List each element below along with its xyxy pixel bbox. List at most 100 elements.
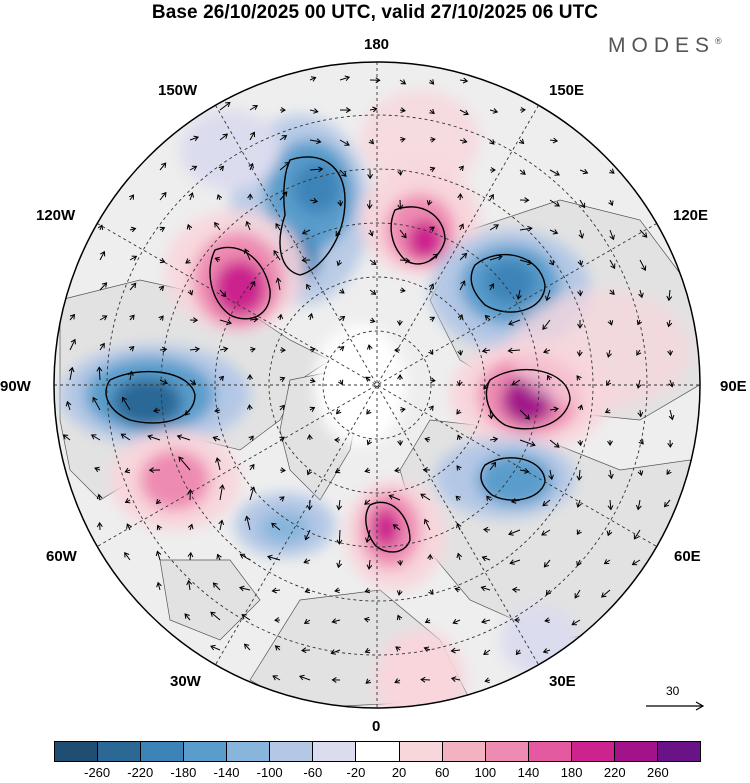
- wind-vector: [424, 647, 431, 651]
- wind-vector-head: [186, 223, 193, 230]
- wind-vector-head: [497, 254, 503, 261]
- wind-vector-head: [245, 220, 251, 227]
- wind-vector-head: [335, 230, 341, 237]
- wind-vector-head: [279, 436, 285, 442]
- wind-vector: [459, 280, 466, 291]
- wind-vector-head: [244, 248, 250, 254]
- wind-vector: [669, 379, 673, 387]
- wind-vector-head: [368, 231, 374, 237]
- wind-vector-head: [607, 320, 614, 326]
- wind-vector: [279, 135, 287, 141]
- wind-vector-head: [97, 224, 104, 230]
- wind-vector: [277, 278, 281, 291]
- colorbar-segment: [183, 742, 227, 761]
- wind-vector-head: [610, 263, 616, 270]
- wind-vector-head: [214, 221, 220, 228]
- wind-vector: [399, 199, 401, 209]
- wind-vector: [457, 553, 461, 561]
- wind-vector-head: [128, 345, 135, 352]
- wind-vector-head: [456, 522, 462, 529]
- wind-vector-head: [130, 226, 137, 233]
- wind-vector: [451, 649, 461, 652]
- wind-vector-head: [428, 589, 434, 595]
- wind-vector-head: [571, 620, 577, 626]
- wind-vector-head: [484, 314, 491, 321]
- wind-vector-head: [668, 414, 675, 421]
- wind-vector-head: [284, 161, 290, 168]
- wind-vector-head: [129, 194, 135, 200]
- wind-vector: [219, 289, 227, 297]
- wind-vector: [489, 224, 499, 231]
- wind-vector: [219, 348, 228, 351]
- wind-vector-head: [303, 558, 309, 564]
- wind-vector-head: [301, 229, 308, 235]
- wind-vector-head: [247, 374, 253, 380]
- wind-vector-head: [330, 649, 336, 655]
- wind-vector: [126, 523, 131, 531]
- wind-vector: [189, 524, 193, 531]
- wind-vector-head: [299, 674, 305, 681]
- wind-vector-head: [666, 469, 672, 475]
- wind-vector-head: [420, 493, 426, 499]
- wind-vector: [609, 289, 615, 295]
- colorbar-segment: [613, 742, 657, 761]
- wind-vector: [309, 199, 318, 202]
- wind-vector-head: [277, 313, 284, 320]
- wind-vector-head: [365, 678, 371, 684]
- wind-vector: [339, 199, 342, 206]
- wind-vector: [508, 529, 521, 535]
- wind-vector-head: [241, 614, 247, 620]
- wind-vector: [306, 284, 311, 291]
- wind-vector-head: [455, 495, 461, 502]
- wind-vector-head: [371, 259, 377, 265]
- wind-vector-head: [552, 137, 559, 144]
- wind-vector: [549, 139, 558, 142]
- wind-vector-head: [185, 258, 191, 264]
- wind-vector: [519, 409, 530, 420]
- wind-vector-head: [366, 344, 373, 350]
- wind-vector-head: [456, 409, 462, 415]
- wind-vector: [159, 192, 167, 201]
- wind-vector: [399, 229, 407, 239]
- wind-vector: [98, 367, 101, 381]
- wind-vector: [63, 434, 71, 441]
- wind-vector-head: [600, 592, 607, 598]
- wind-vector-head: [96, 521, 103, 528]
- wind-vector: [576, 559, 581, 566]
- wind-vector-head: [607, 505, 614, 511]
- wind-vector-head: [554, 170, 560, 176]
- wind-vector-head: [492, 108, 499, 114]
- wind-vector: [69, 314, 75, 321]
- wind-vector: [210, 645, 221, 651]
- wind-vector-head: [549, 260, 555, 266]
- wind-vector-head: [239, 553, 246, 559]
- wind-vector-head: [396, 590, 403, 596]
- wind-vector-head: [101, 282, 108, 288]
- colorbar-segment: [355, 742, 399, 761]
- wind-vector-head: [554, 201, 560, 207]
- wind-vector-head: [482, 526, 489, 533]
- wind-vector: [633, 529, 641, 540]
- wind-vector-head: [457, 350, 464, 356]
- wind-vector: [185, 409, 191, 416]
- wind-vector-head: [187, 523, 194, 530]
- wind-vector-head: [609, 234, 615, 241]
- wind-vector-head: [210, 644, 216, 651]
- wind-vector: [239, 587, 251, 591]
- wind-vector-head: [375, 77, 381, 84]
- wind-vector-head: [524, 197, 530, 204]
- wind-vector-head: [161, 162, 167, 168]
- wind-vector-head: [243, 643, 250, 649]
- colorbar-segment: [55, 742, 98, 761]
- wind-vector-head: [336, 260, 343, 267]
- colorbar-segment: [140, 742, 184, 761]
- wind-vector-head: [642, 232, 648, 238]
- wind-vector: [147, 435, 161, 441]
- wind-vector: [339, 139, 350, 146]
- wind-vector-head: [366, 439, 373, 446]
- wind-vector: [309, 109, 318, 113]
- wind-vector: [420, 493, 431, 501]
- wind-vector-head: [184, 410, 191, 416]
- wind-vector-head: [527, 225, 533, 232]
- wind-vector-head: [96, 366, 103, 372]
